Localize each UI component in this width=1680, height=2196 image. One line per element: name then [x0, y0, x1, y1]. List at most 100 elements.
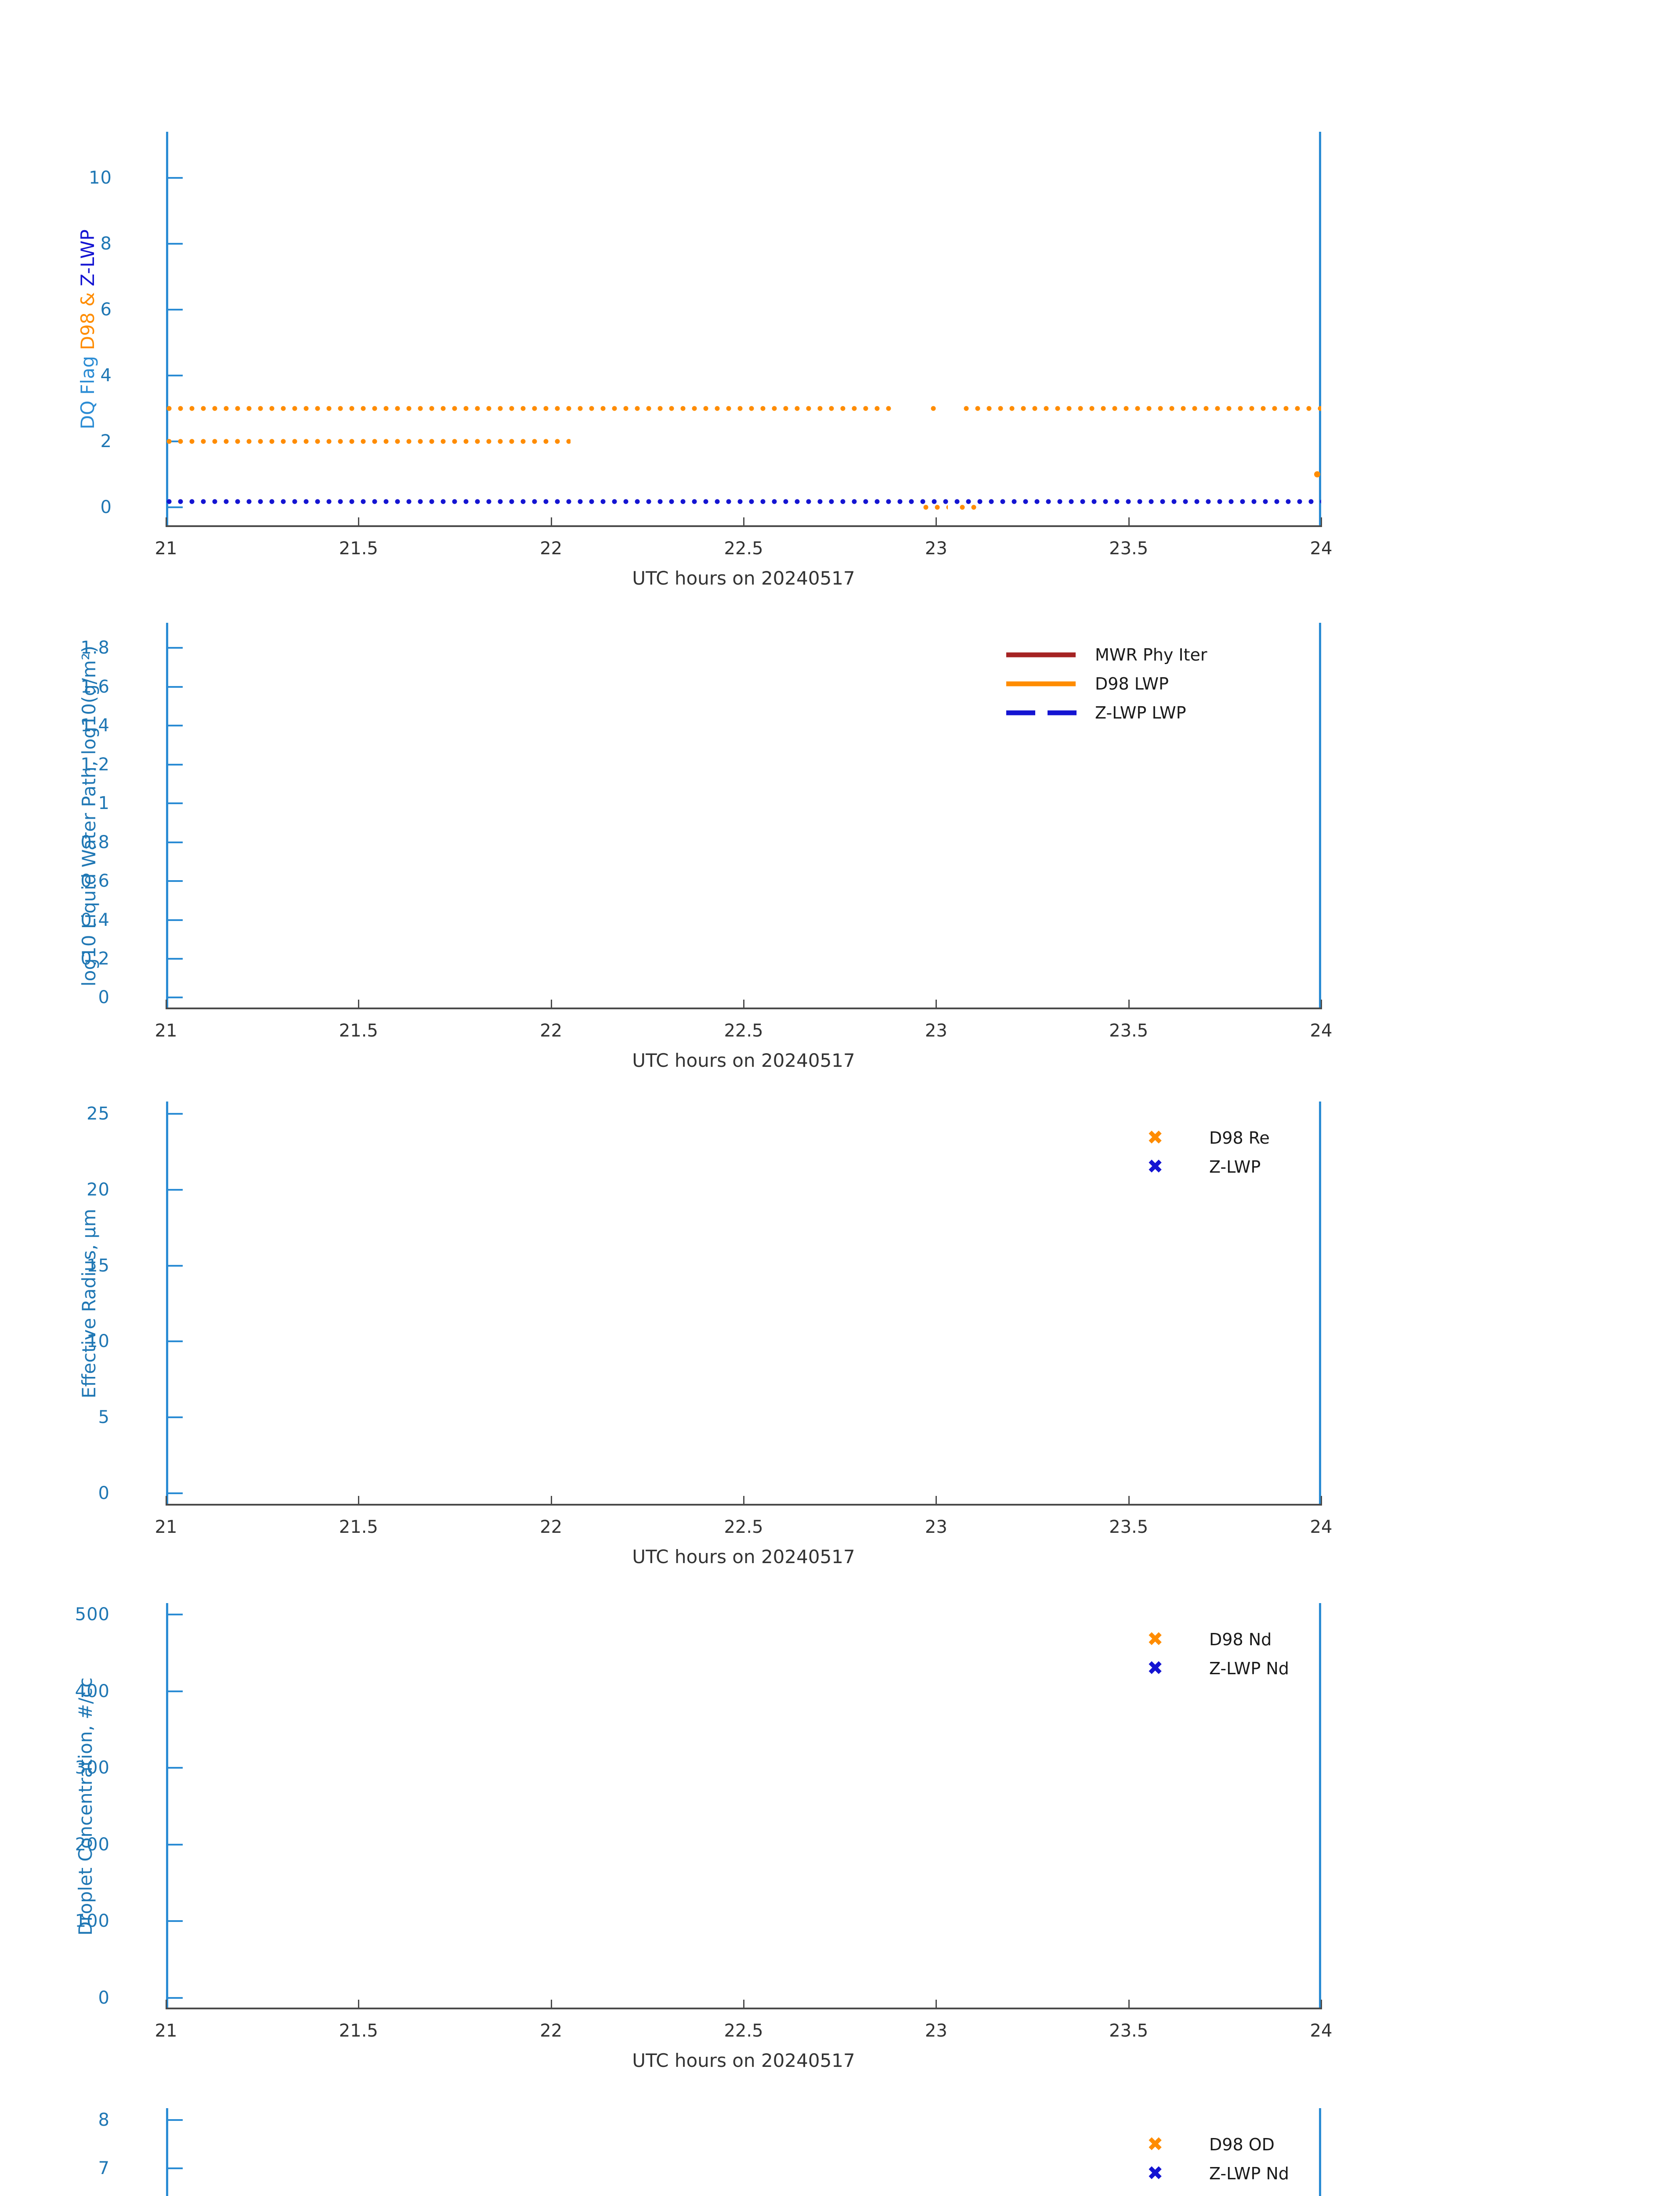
- y-tick-1.2: [166, 763, 183, 766]
- y-axis-title-panel-2: log10 Liquid Water Path, log10(g/m²): [78, 645, 100, 986]
- y-tick-label-8: 8: [100, 234, 112, 254]
- y-tick-label-5: 5: [98, 1407, 110, 1428]
- series-1-segment-4: [166, 438, 571, 444]
- x-tick-22: [550, 1496, 552, 1506]
- x-axis-title-panel-1: UTC hours on 20240517: [632, 567, 855, 589]
- x-tick-label-21.5: 21.5: [339, 1021, 378, 1041]
- x-tick-23: [936, 1496, 937, 1506]
- y-tick-label-4: 4: [100, 365, 112, 386]
- legend-panel-4: ✖ D98 Nd ✖ Z-LWP Nd: [1118, 1625, 1289, 1683]
- y-axis-spine-left: [166, 2108, 168, 2196]
- legend-x-marker: ✖: [1147, 2133, 1163, 2156]
- legend-line-swatch: [1006, 681, 1076, 686]
- legend-key-2: ✖: [1118, 1654, 1192, 1683]
- y-tick-100: [166, 1920, 183, 1922]
- x-tick-label-21: 21: [155, 2021, 177, 2041]
- legend-key-3: [1004, 698, 1078, 727]
- y-tick-label-0.2: 0.2: [80, 949, 110, 969]
- y-axis-spine-left: [166, 623, 168, 1009]
- x-tick-label-21.5: 21.5: [339, 538, 378, 559]
- y-tick-5: [166, 1416, 183, 1419]
- legend-panel-2: MWR Phy Iter D98 LWP Z-LWP LWP: [1004, 640, 1207, 727]
- y-tick-label-400: 400: [75, 1681, 110, 1701]
- legend-entry-2: ✖ Z-LWP: [1118, 1152, 1270, 1181]
- x-tick-label-24: 24: [1310, 1517, 1333, 1537]
- x-tick-label-21: 21: [155, 1517, 177, 1537]
- y-tick-label-7: 7: [98, 2158, 110, 2178]
- x-axis-title-panel-4: UTC hours on 20240517: [632, 2050, 855, 2071]
- x-tick-24: [1321, 517, 1322, 527]
- x-tick-24: [1321, 2000, 1322, 2009]
- x-tick-23.5: [1128, 1496, 1130, 1506]
- x-tick-label-23.5: 23.5: [1109, 1517, 1149, 1537]
- y-tick-0: [166, 1997, 183, 1999]
- series-1-segment-2: [930, 405, 936, 412]
- legend-label-2: Z-LWP Nd: [1209, 2164, 1289, 2183]
- y-axis-spine-right: [1319, 623, 1321, 1009]
- y-axis-title-panel-4: Droplet Concentration, #/cc: [75, 1677, 96, 1936]
- y-tick-label-15: 15: [87, 1255, 110, 1276]
- legend-line-swatch: [1006, 652, 1076, 657]
- legend-key-1: ✖: [1118, 1123, 1192, 1152]
- y-tick-0: [166, 997, 183, 999]
- legend-key-1: [1004, 640, 1078, 669]
- x-tick-label-22.5: 22.5: [724, 1021, 763, 1041]
- x-tick-23: [936, 1000, 937, 1009]
- x-tick-label-21.5: 21.5: [339, 1517, 378, 1537]
- legend-entry-2: ✖ Z-LWP Nd: [1118, 2159, 1289, 2188]
- x-tick-22: [550, 2000, 552, 2009]
- x-tick-22: [550, 517, 552, 527]
- legend-entry-1: MWR Phy Iter: [1004, 640, 1207, 669]
- x-tick-label-22: 22: [540, 538, 563, 559]
- y-tick-label-0: 0: [98, 1987, 110, 2008]
- x-tick-21: [166, 2000, 167, 2009]
- series-1-segment-3: [963, 405, 1321, 412]
- x-tick-22.5: [743, 517, 744, 527]
- y-axis-title-panel-1: DQ Flag D98 & Z-LWP: [77, 229, 98, 430]
- x-tick-label-23.5: 23.5: [1109, 1021, 1149, 1041]
- legend-key-1: ✖: [1118, 2130, 1192, 2159]
- x-tick-label-22: 22: [540, 1021, 563, 1041]
- y-tick-label-2: 2: [100, 431, 112, 451]
- y-tick-8: [166, 243, 183, 245]
- legend-panel-5: ✖ D98 OD ✖ Z-LWP Nd: [1118, 2130, 1289, 2188]
- y-tick-label-25: 25: [87, 1103, 110, 1124]
- legend-x-marker: ✖: [1147, 1156, 1163, 1178]
- y-axis-spine-left: [166, 1102, 168, 1506]
- y-tick-label-1.4: 1.4: [80, 715, 110, 736]
- legend-label-1: MWR Phy Iter: [1095, 645, 1207, 665]
- y-tick-10: [166, 1340, 183, 1343]
- x-axis-title-panel-3: UTC hours on 20240517: [632, 1546, 855, 1568]
- y-axis-spine-right: [1319, 2108, 1321, 2196]
- x-tick-21.5: [358, 1496, 360, 1506]
- x-tick-label-23: 23: [925, 1021, 947, 1041]
- y-tick-8: [166, 2119, 183, 2121]
- plot-area-4: [166, 1603, 1322, 2009]
- y-tick-4: [166, 375, 183, 376]
- y-tick-400: [166, 1690, 183, 1692]
- x-tick-23.5: [1128, 1000, 1130, 1009]
- y-tick-label-300: 300: [75, 1758, 110, 1778]
- x-tick-label-21: 21: [155, 1021, 177, 1041]
- x-tick-24: [1321, 1496, 1322, 1506]
- legend-label-2: Z-LWP Nd: [1209, 1659, 1289, 1678]
- series-1-segment-5: [922, 504, 948, 510]
- y-tick-label-0: 0: [100, 497, 112, 517]
- y-tick-1.4: [166, 725, 183, 727]
- y-tick-label-10: 10: [89, 168, 112, 188]
- y-tick-300: [166, 1767, 183, 1769]
- y-tick-0.6: [166, 880, 183, 882]
- x-tick-23: [936, 517, 937, 527]
- x-tick-21: [166, 517, 167, 527]
- legend-entry-1: ✖ D98 Nd: [1118, 1625, 1289, 1654]
- y-tick-label-10: 10: [87, 1331, 110, 1352]
- plot-area-5: [166, 2108, 1321, 2196]
- x-tick-21.5: [358, 517, 360, 527]
- legend-label-1: D98 Re: [1209, 1128, 1270, 1148]
- y-tick-label-1.2: 1.2: [80, 754, 110, 775]
- x-tick-label-23.5: 23.5: [1109, 2021, 1149, 2041]
- y-tick-10: [166, 177, 183, 179]
- y-tick-1.8: [166, 647, 183, 649]
- x-tick-label-21.5: 21.5: [339, 2021, 378, 2041]
- y-tick-0.2: [166, 958, 183, 960]
